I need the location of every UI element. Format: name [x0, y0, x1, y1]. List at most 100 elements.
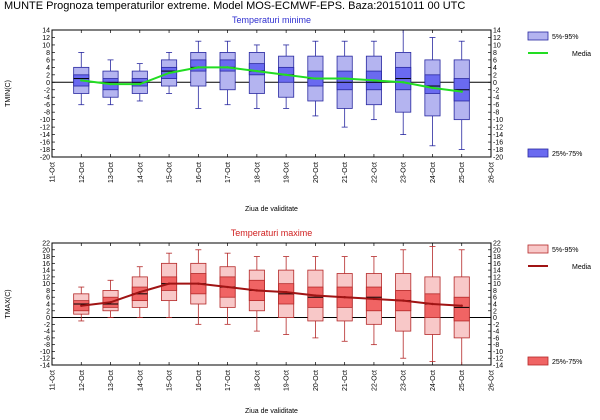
mean-point: [80, 304, 83, 307]
y-tick-label-right: -6: [493, 335, 499, 342]
mean-point: [167, 71, 171, 75]
y-tick-label-left: -8: [44, 110, 50, 117]
y-tick-label-left: 20: [42, 247, 50, 254]
x-tick-label: 12-Oct: [79, 162, 86, 183]
y-tick-label-right: 6: [493, 295, 497, 302]
x-tick-label: 25-Oct: [459, 370, 466, 391]
mean-point: [226, 285, 229, 289]
y-tick-label-right: 6: [493, 57, 497, 64]
mean-point: [314, 77, 317, 80]
y-tick-label-right: 20: [493, 247, 501, 254]
legend-swatch-iqr: [527, 356, 549, 366]
x-tick-label: 17-Oct: [225, 162, 232, 183]
y-tick-label-right: -2: [493, 322, 499, 329]
y-tick-label-left: -12: [40, 125, 50, 132]
mean-point: [343, 77, 346, 80]
mean-line: [81, 66, 462, 93]
mean-point: [80, 79, 83, 82]
box-25-75: [190, 59, 207, 72]
mean-point: [343, 296, 346, 299]
y-tick-label-right: 12: [493, 35, 501, 42]
plot-frame: [51, 242, 492, 366]
y-tick-label-right: -8: [493, 110, 499, 117]
x-tick-label: 23-Oct: [401, 370, 408, 391]
x-tick-label: 13-Oct: [108, 370, 115, 391]
legend-label-mean: Media: [572, 264, 591, 271]
mean-point: [402, 299, 405, 302]
y-axis-label: TMIN(C): [5, 80, 12, 107]
x-tick-label: 22-Oct: [371, 370, 378, 391]
mean-point: [167, 282, 171, 285]
y-tick-label-right: -14: [493, 132, 503, 139]
y-tick-label-left: 18: [42, 254, 50, 261]
x-tick-label: 24-Oct: [430, 162, 437, 183]
y-tick-label-left: 0: [46, 315, 50, 322]
y-tick-label-right: 10: [493, 281, 501, 288]
y-tick-label-right: 2: [493, 72, 497, 79]
x-tick-label: 11-Oct: [50, 370, 57, 391]
y-tick-label-left: 22: [42, 241, 50, 248]
y-tick-label-left: -14: [40, 363, 50, 370]
x-tick-label: 21-Oct: [342, 370, 349, 391]
x-tick-label: 24-Oct: [430, 370, 437, 391]
x-tick-label: 17-Oct: [225, 370, 232, 391]
y-tick-label-right: 16: [493, 261, 501, 268]
x-tick-label: 14-Oct: [137, 162, 144, 183]
mean-line: [81, 282, 462, 307]
legend-label-iqr: 25%-75%: [552, 151, 582, 158]
mean-point: [255, 289, 259, 292]
legend-label-mean: Media: [572, 51, 591, 58]
box-25-75: [453, 296, 470, 322]
y-tick-label-right: -8: [493, 342, 499, 349]
y-tick-label-left: 4: [46, 65, 50, 72]
box-25-75: [424, 74, 441, 94]
mean-point: [284, 73, 288, 77]
x-tick-label: 25-Oct: [459, 162, 466, 183]
x-tick-label: 22-Oct: [371, 162, 378, 183]
legend-label-band: 5%-95%: [552, 247, 578, 254]
y-tick-label-left: -6: [44, 335, 50, 342]
y-tick-label-left: 0: [46, 80, 50, 87]
y-tick-label-left: 14: [42, 28, 50, 35]
y-tick-label-left: -12: [40, 356, 50, 363]
y-tick-label-left: -4: [44, 95, 50, 102]
y-tick-label-right: 4: [493, 302, 497, 309]
x-tick-label: 16-Oct: [196, 162, 203, 183]
y-tick-label-left: -10: [40, 349, 50, 356]
box-25-75: [219, 59, 236, 72]
legend-swatch-band: [527, 31, 549, 41]
x-tick-label: 26-Oct: [489, 370, 496, 391]
y-tick-label-right: 4: [493, 65, 497, 72]
y-tick-label-right: 14: [493, 268, 501, 275]
x-tick-label: 23-Oct: [401, 162, 408, 183]
x-tick-label: 26-Oct: [489, 162, 496, 183]
y-tick-label-right: 0: [493, 80, 497, 87]
y-tick-label-right: 10: [493, 42, 501, 49]
x-tick-label: 18-Oct: [254, 162, 261, 183]
x-tick-label: 15-Oct: [167, 370, 174, 391]
y-tick-label-right: 2: [493, 308, 497, 315]
y-tick-label-left: -2: [44, 87, 50, 94]
mean-point: [460, 304, 463, 307]
x-tick-label: 15-Oct: [167, 162, 174, 183]
y-tick-label-left: -10: [40, 117, 50, 124]
y-tick-label-right: -12: [493, 125, 503, 132]
x-tick-label: 18-Oct: [254, 370, 261, 391]
y-tick-label-left: -6: [44, 102, 50, 109]
mean-point: [197, 282, 200, 285]
y-tick-label-right: -10: [493, 117, 503, 124]
x-tick-label: 19-Oct: [284, 370, 291, 391]
box-25-75: [336, 70, 353, 91]
x-tick-label: 11-Oct: [50, 162, 57, 183]
y-tick-label-left: -20: [40, 155, 50, 162]
y-tick-label-left: -4: [44, 329, 50, 336]
mean-point: [431, 302, 434, 306]
x-axis-label: Ziua de validitate: [245, 206, 298, 213]
mean-point: [372, 79, 376, 82]
y-tick-label-right: -2: [493, 87, 499, 94]
mean-point: [226, 66, 229, 69]
x-tick-label: 21-Oct: [342, 162, 349, 183]
y-tick-label-right: 8: [493, 50, 497, 57]
y-tick-label-left: 14: [42, 268, 50, 275]
